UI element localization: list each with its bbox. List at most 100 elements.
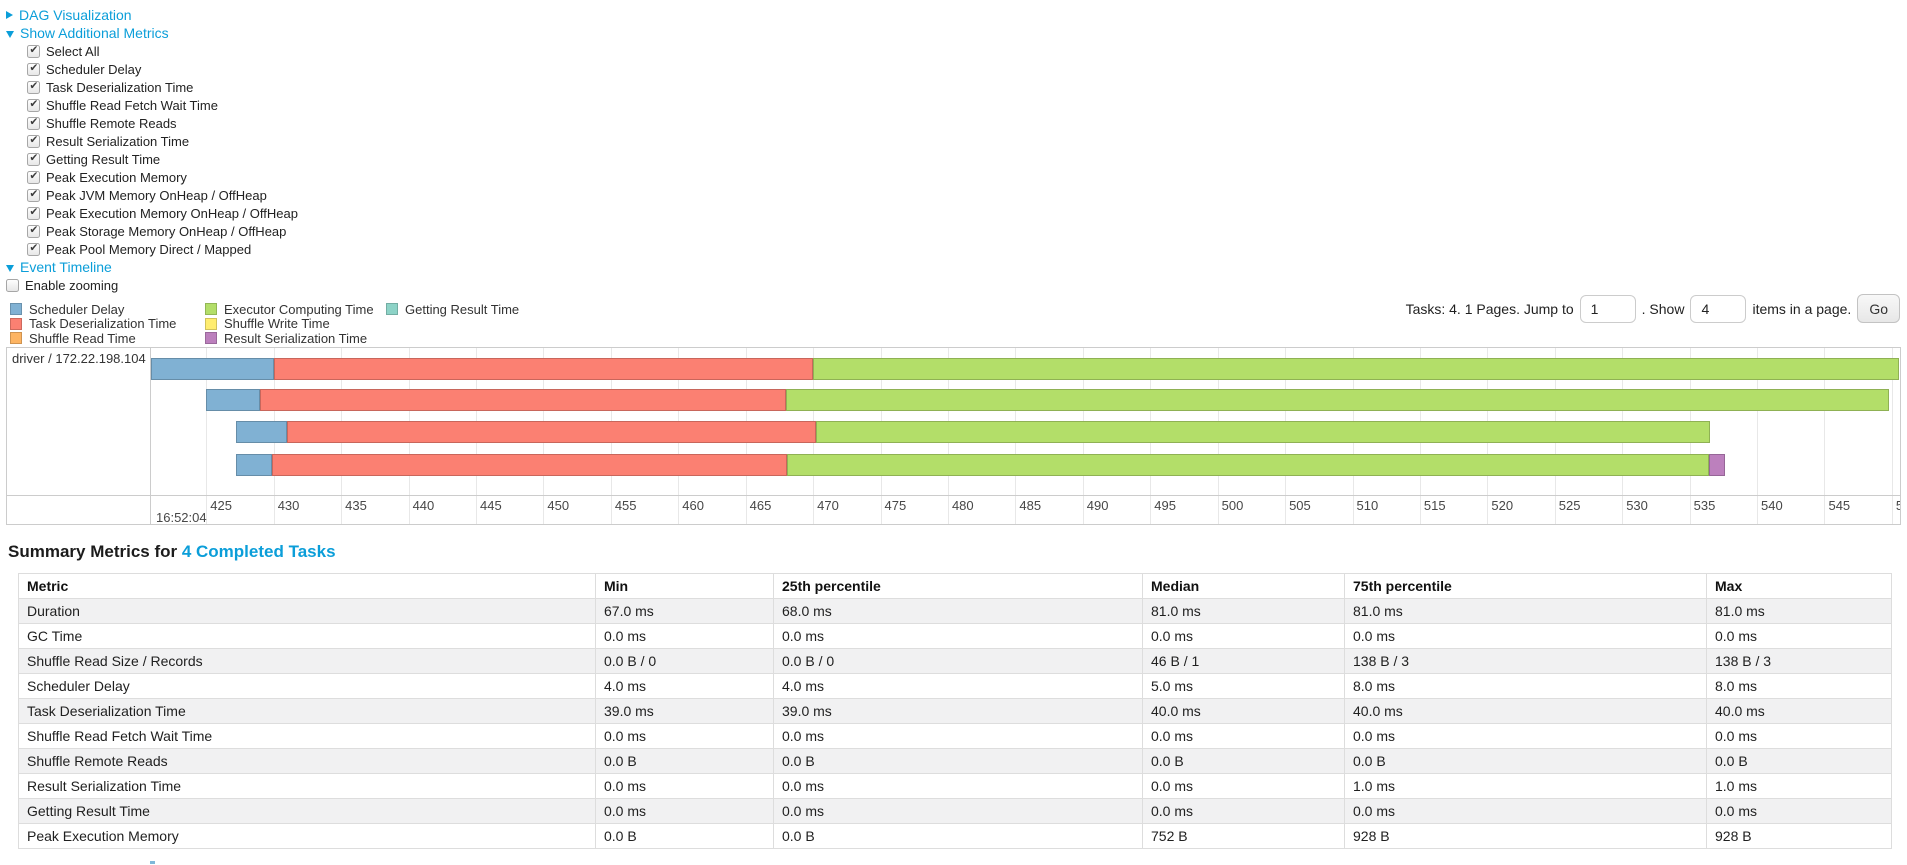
time-tick-label: 490 — [1086, 498, 1109, 513]
time-gridline — [1891, 348, 1893, 524]
task-segment-scheduler-delay — [235, 454, 273, 476]
metric-value-cell: 0.0 B — [1344, 748, 1707, 774]
table-row: Scheduler Delay 4.0 ms 4.0 ms 5.0 ms 8.0 ms 8… — [18, 673, 1892, 699]
stage-detail-toggles: DAG Visualization Show Additional Metric… — [6, 6, 298, 294]
column-header: Median — [1142, 573, 1345, 599]
metric-checkbox-task-deserialization-time[interactable] — [27, 80, 40, 94]
task-bar[interactable] — [151, 454, 1900, 476]
metric-checkbox-label: Peak Execution Memory OnHeap / OffHeap — [46, 205, 298, 221]
expanded-arrow-icon — [6, 264, 14, 272]
show-additional-metrics-link[interactable]: Show Additional Metrics — [20, 25, 169, 41]
table-row: Task Deserialization Time 39.0 ms 39.0 ms 4… — [18, 698, 1892, 724]
table-header: Metric Min 25th percentile Median 75th perce… — [18, 573, 1892, 599]
column-header: Metric — [18, 573, 596, 599]
metric-checkbox-peak-pool-memory-direct-mapped[interactable] — [27, 242, 40, 256]
table-row: Shuffle Remote Reads 0.0 B 0.0 B 0.0 B 0.0 B… — [18, 748, 1892, 774]
metric-checkbox-shuffle-read-fetch-wait-time[interactable] — [27, 98, 40, 112]
task-bar[interactable] — [151, 358, 1900, 380]
task-segment-executor-computing — [787, 454, 1709, 476]
table-row: Result Serialization Time 0.0 ms 0.0 ms 0.0… — [18, 773, 1892, 799]
metric-value-cell: 138 B / 3 — [1344, 648, 1707, 674]
metric-value-cell: 39.0 ms — [773, 698, 1143, 724]
table-row: GC Time 0.0 ms 0.0 ms 0.0 ms 0.0 ms 0.0 ms — [18, 623, 1892, 649]
time-tick-label: 520 — [1491, 498, 1514, 513]
completed-tasks-link[interactable]: 4 Completed Tasks — [181, 542, 336, 561]
time-tick-label: 465 — [749, 498, 772, 513]
metric-value-cell: 40.0 ms — [1706, 698, 1892, 724]
task-bar[interactable] — [151, 421, 1900, 443]
metric-checkbox-label: Scheduler Delay — [46, 61, 142, 77]
time-tick-label: 475 — [884, 498, 907, 513]
metric-value-cell: 0.0 ms — [773, 623, 1143, 649]
metric-value-cell: 138 B / 3 — [1706, 648, 1892, 674]
table-header-row: Metric Min 25th percentile Median 75th perce… — [18, 573, 1892, 599]
event-timeline-toggle[interactable]: Event Timeline — [6, 258, 298, 276]
show-additional-metrics-toggle[interactable]: Show Additional Metrics — [6, 24, 298, 42]
legend-label: Scheduler Delay — [29, 301, 125, 317]
metric-checkbox-label: Peak Pool Memory Direct / Mapped — [46, 241, 252, 257]
event-timeline-link[interactable]: Event Timeline — [20, 259, 112, 275]
task-bar[interactable] — [151, 389, 1900, 411]
executor-group-label: driver / 172.22.198.104 — [12, 351, 146, 366]
task-segment-task-deserialization — [287, 421, 816, 443]
metric-value-cell: 928 B — [1344, 823, 1707, 849]
metric-value-cell: 0.0 ms — [1344, 798, 1707, 824]
metric-checkbox-peak-jvm-memory-onheap-offheap[interactable] — [27, 188, 40, 202]
metric-value-cell: 39.0 ms — [595, 698, 774, 724]
metric-checkbox-getting-result-time[interactable] — [27, 152, 40, 166]
metric-checkbox-row: Result Serialization Time — [6, 132, 298, 150]
metric-checkbox-label: Peak Storage Memory OnHeap / OffHeap — [46, 223, 287, 239]
task-segment-scheduler-delay — [235, 421, 288, 443]
metric-checkbox-peak-execution-memory-onheap-offheap[interactable] — [27, 206, 40, 220]
items-in-page-text: items in a page. — [1752, 300, 1852, 317]
time-tick-label: 460 — [682, 498, 704, 513]
metric-value-cell: 0.0 ms — [1142, 773, 1345, 799]
time-tick-label: 435 — [345, 498, 367, 513]
column-header: Max — [1706, 573, 1892, 599]
timeline-legend: Scheduler Delay Task Deserialization Time… — [10, 302, 519, 346]
metric-checkbox-label: Peak JVM Memory OnHeap / OffHeap — [46, 187, 267, 203]
legend-label: Getting Result Time — [405, 301, 520, 317]
metric-name-cell: Shuffle Read Size / Records — [18, 648, 596, 674]
metric-checkbox-scheduler-delay[interactable] — [27, 62, 40, 76]
time-tick-label: 530 — [1626, 498, 1648, 513]
metric-value-cell: 67.0 ms — [595, 598, 774, 624]
summary-heading-prefix: Summary Metrics for — [8, 542, 182, 561]
dag-visualization-link[interactable]: DAG Visualization — [19, 7, 132, 23]
metric-checkbox-select-all[interactable] — [27, 44, 40, 58]
metric-name-cell: Result Serialization Time — [18, 773, 596, 799]
metric-checkbox-label: Select All — [46, 43, 100, 59]
result-serialization-swatch-icon — [205, 332, 217, 345]
task-segment-scheduler-delay — [151, 358, 274, 380]
metric-value-cell: 40.0 ms — [1344, 698, 1707, 724]
partial-element-below-fold — [150, 861, 155, 864]
metric-checkbox-row: Select All — [6, 42, 298, 60]
metric-name-cell: Peak Execution Memory — [18, 823, 596, 849]
legend-label: Shuffle Write Time — [224, 316, 330, 332]
metric-value-cell: 0.0 ms — [1142, 723, 1345, 749]
metric-checkbox-shuffle-remote-reads[interactable] — [27, 116, 40, 130]
dag-visualization-toggle[interactable]: DAG Visualization — [6, 6, 298, 24]
go-button[interactable]: Go — [1857, 294, 1900, 323]
expanded-arrow-icon — [6, 30, 14, 38]
task-segment-task-deserialization — [272, 454, 788, 476]
time-tick-label: 450 — [547, 498, 570, 513]
items-per-page-input[interactable] — [1690, 294, 1747, 323]
task-segment-executor-computing — [815, 421, 1710, 443]
legend-label: Result Serialization Time — [224, 330, 368, 346]
task-segment-task-deserialization — [273, 358, 814, 380]
summary-metrics-heading: Summary Metrics for 4 Completed Tasks — [8, 542, 336, 562]
task-segment-task-deserialization — [260, 389, 787, 411]
time-gridline — [1757, 348, 1759, 524]
enable-zooming-checkbox[interactable] — [6, 278, 19, 292]
metric-checkbox-result-serialization-time[interactable] — [27, 134, 40, 148]
jump-to-page-input[interactable] — [1579, 294, 1636, 323]
metric-checkbox-peak-execution-memory[interactable] — [27, 170, 40, 184]
metric-value-cell: 0.0 ms — [595, 623, 774, 649]
task-deserialization-swatch-icon — [10, 317, 22, 330]
metric-checkbox-peak-storage-memory-onheap-offheap[interactable] — [27, 224, 40, 238]
metric-checkbox-label: Result Serialization Time — [46, 133, 190, 149]
time-gridline — [206, 348, 208, 524]
metric-value-cell: 8.0 ms — [1344, 673, 1707, 699]
metric-value-cell: 0.0 B — [1142, 748, 1345, 774]
